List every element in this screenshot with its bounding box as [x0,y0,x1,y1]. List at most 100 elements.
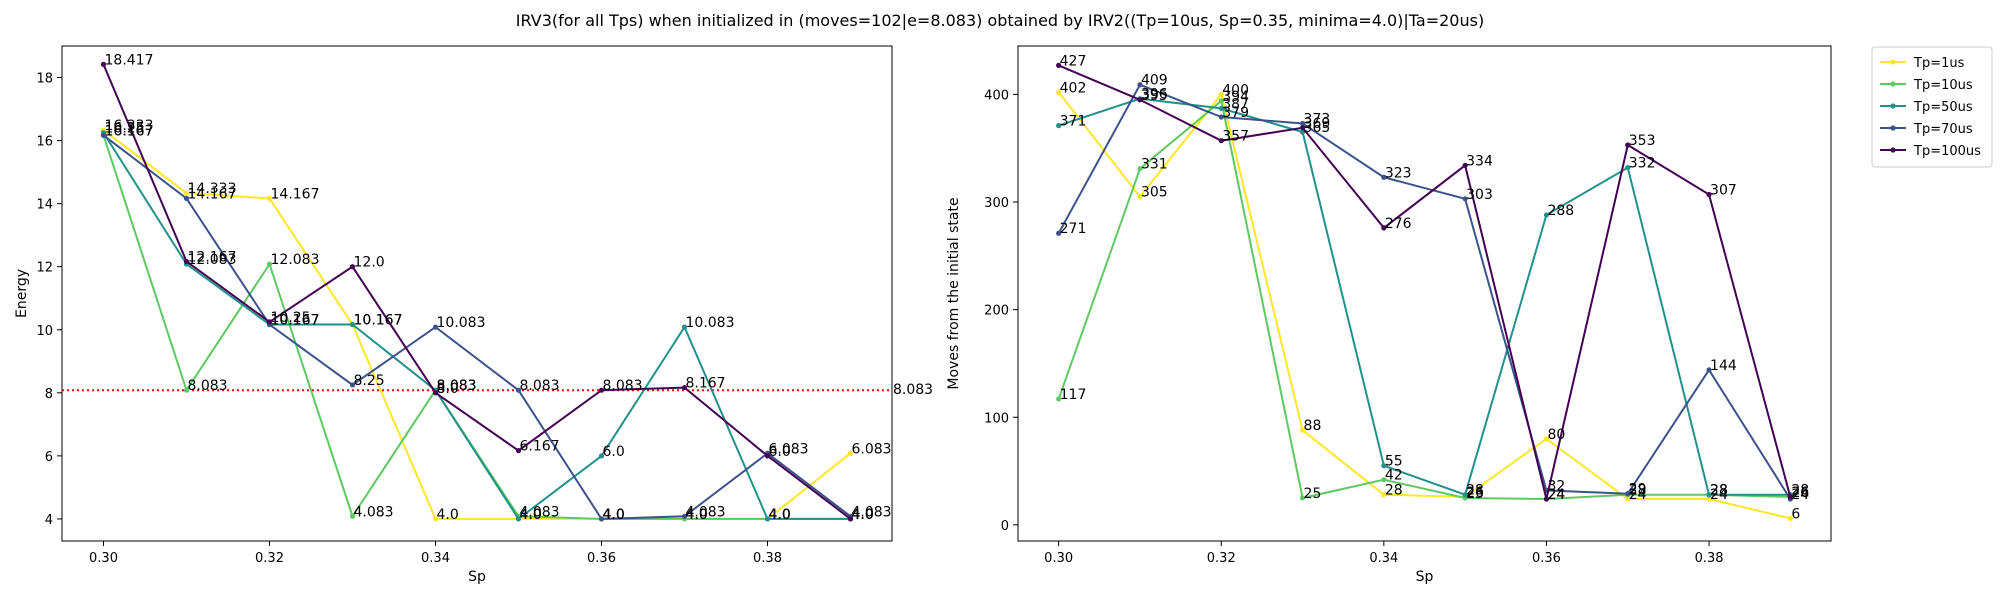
data-point [1381,225,1387,231]
data-label: 387 [1222,96,1249,112]
data-label: 394 [1222,89,1249,105]
data-label: 28 [1385,483,1403,499]
data-label: 24 [1710,487,1728,503]
figure-title: IRV3(for all Tps) when initialized in (m… [516,11,1484,30]
data-label: 26 [1791,485,1809,501]
data-point [1218,91,1224,98]
x-tick-label: 0.38 [1695,551,1724,566]
data-point [1218,98,1224,104]
data-point [183,387,190,393]
data-label: 4.0 [437,507,459,523]
data-point [1299,120,1306,127]
data-label: 427 [1060,53,1087,69]
data-point [1137,82,1143,88]
legend-box [1871,46,1993,168]
data-label: 16.25 [105,121,145,137]
plot-frame [61,45,893,542]
data-label: 24 [1629,487,1647,503]
data-label: 14.167 [188,186,237,202]
data-label: 8.083 [520,378,560,394]
y-axis-label: Moves from the initial state [946,197,962,389]
data-label: 10.25 [271,310,311,326]
data-label: 402 [1060,80,1087,96]
data-label: 24 [1547,487,1565,503]
data-point [1625,164,1631,171]
y-tick-label: 100 [984,411,1009,426]
data-point [1543,496,1550,502]
legend-entry: Tp=70us [1913,122,1973,137]
data-point [1625,491,1631,497]
data-label: 4.0 [769,507,791,523]
reference-line-label: 8.083 [893,382,933,398]
data-point [183,258,190,265]
data-label: 4.0 [852,507,874,523]
data-label: 29 [1629,482,1647,498]
data-point [1299,125,1306,131]
series-line [102,134,852,520]
data-point [266,195,273,201]
data-label: 276 [1385,216,1412,232]
data-label: 6.0 [769,444,791,460]
x-tick-label: 0.34 [1369,551,1398,566]
data-label: 10.083 [686,315,735,331]
data-label: 8.083 [188,378,228,394]
y-axis-label: Energy [14,269,30,318]
data-label: 4.083 [686,504,726,520]
data-label: 6.167 [520,439,560,455]
data-label: 353 [1629,133,1656,149]
data-point [1787,515,1793,522]
data-label: 144 [1710,358,1737,374]
data-point [1056,123,1062,129]
data-label: 12.083 [271,252,320,268]
data-label: 303 [1466,187,1493,203]
x-tick-label: 0.36 [1532,551,1561,566]
data-label: 24 [1791,487,1809,503]
data-label: 6.0 [603,444,625,460]
data-label: 369 [1304,116,1331,132]
data-label: 4.0 [520,507,542,523]
data-point [1056,396,1062,402]
data-label: 16.167 [105,123,154,139]
data-label: 4.0 [852,507,874,523]
data-point [681,384,688,391]
data-label: 80 [1547,427,1565,443]
data-label: 25 [1466,486,1484,502]
data-label: 12.0 [354,255,385,271]
data-point [1462,492,1468,498]
data-label: 10.167 [354,312,403,328]
data-point [1787,494,1793,500]
data-label: 32 [1547,478,1565,494]
data-label: 288 [1547,203,1574,219]
data-point [1543,212,1550,218]
data-label: 28 [1629,483,1647,499]
legend-entry: Tp=1us [1913,56,1965,71]
legend-marker [1890,81,1896,87]
moves-chart: 0.30 0.32 0.34 0.36 0.38 0 100 200 300 400 Sp Moves… [946,45,1832,585]
data-label: 357 [1222,129,1249,145]
data-point [764,453,771,459]
series-line [1057,99,1791,501]
data-point [183,190,190,196]
data-point [515,387,522,393]
data-label: 10.083 [437,315,486,331]
data-label: 4.0 [603,507,625,523]
y-tick-label: 200 [984,304,1009,319]
y-tick-label: 18 [36,72,53,87]
data-label: 6.083 [852,441,892,457]
data-label: 332 [1629,156,1656,172]
legend-entry: Tp=10us [1913,78,1973,93]
y-tick-label: 400 [984,88,1009,103]
data-point [598,516,605,522]
y-tick-label: 14 [36,198,53,213]
data-point [100,61,107,67]
data-label: 4.0 [603,507,625,523]
data-label: 42 [1385,468,1403,484]
y-tick-label: 6 [45,450,53,465]
data-point [183,195,190,201]
legend-marker [1890,59,1896,65]
data-point [1706,496,1712,502]
data-label: 28 [1466,483,1484,499]
legend-marker [1890,125,1896,131]
data-point [681,324,688,330]
